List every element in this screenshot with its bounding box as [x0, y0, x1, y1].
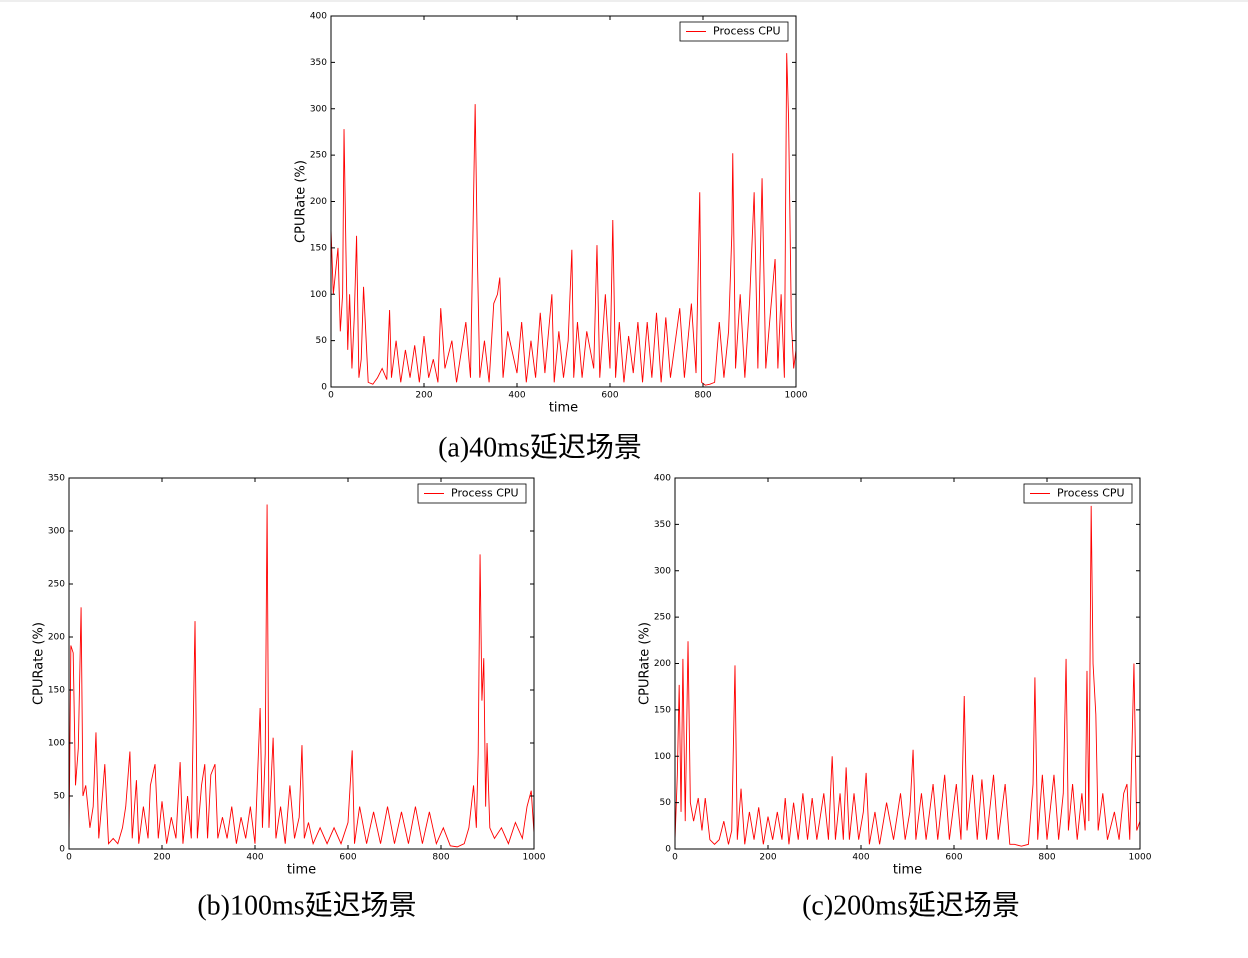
x-tick-label: 0	[66, 853, 72, 863]
legend-box	[417, 483, 527, 504]
legend-label: Process CPU	[451, 487, 519, 500]
y-tick-label: 200	[310, 197, 327, 207]
y-tick-label: 250	[310, 151, 327, 161]
x-tick-label: 1000	[1129, 853, 1152, 863]
x-axis-label: time	[287, 863, 316, 878]
plot-frame	[68, 477, 535, 850]
x-tick-label: 200	[153, 853, 170, 863]
x-tick-label: 200	[759, 853, 776, 863]
x-tick-label: 200	[415, 391, 432, 401]
y-tick-label: 400	[310, 12, 327, 22]
plot-frame	[330, 15, 797, 388]
x-tick-label: 400	[852, 853, 869, 863]
x-tick-label: 1000	[785, 391, 808, 401]
y-axis-label: CPURate (%)	[638, 622, 653, 705]
legend-label: Process CPU	[713, 25, 781, 38]
caption: (c)200ms延迟场景	[802, 889, 1020, 921]
y-axis-label: CPURate (%)	[294, 160, 309, 243]
y-tick-label: 0	[665, 845, 671, 855]
legend-label: Process CPU	[1057, 487, 1125, 500]
legend-box	[679, 21, 789, 42]
y-tick-label: 150	[310, 243, 327, 253]
plot-frame	[674, 477, 1141, 850]
x-axis-label: time	[549, 401, 578, 416]
x-tick-label: 600	[339, 853, 356, 863]
x-tick-label: 600	[601, 391, 618, 401]
y-tick-label: 150	[654, 705, 671, 715]
y-tick-label: 400	[654, 474, 671, 484]
y-tick-label: 350	[310, 58, 327, 68]
x-tick-label: 600	[945, 853, 962, 863]
chart: 0 200 400 600 800 1000 0 50 100 150 200 250 300 350 ti…	[32, 474, 546, 878]
x-tick-label: 800	[432, 853, 449, 863]
y-tick-label: 0	[59, 845, 65, 855]
x-tick-label: 1000	[523, 853, 546, 863]
y-tick-label: 50	[54, 792, 66, 802]
y-axis-label: CPURate (%)	[32, 622, 47, 705]
y-tick-label: 100	[48, 739, 65, 749]
y-tick-label: 300	[654, 566, 671, 576]
x-tick-label: 800	[694, 391, 711, 401]
y-tick-label: 300	[48, 527, 65, 537]
x-tick-label: 400	[508, 391, 525, 401]
chart: 0 200 400 600 800 1000 0 50 100 150 200 250 300 350 40…	[294, 12, 808, 416]
y-tick-label: 50	[660, 798, 672, 808]
y-tick-label: 300	[310, 104, 327, 114]
x-tick-label: 800	[1038, 853, 1055, 863]
chart: 0 200 400 600 800 1000 0 50 100 150 200 250 300 350 40…	[638, 474, 1152, 878]
y-tick-label: 150	[48, 686, 65, 696]
caption: (a)40ms延迟场景	[438, 431, 642, 463]
caption: (b)100ms延迟场景	[197, 889, 416, 921]
y-tick-label: 350	[48, 474, 65, 484]
data-line	[674, 505, 1141, 847]
y-tick-label: 250	[654, 613, 671, 623]
x-tick-label: 400	[246, 853, 263, 863]
y-tick-label: 100	[654, 752, 671, 762]
x-tick-label: 0	[328, 391, 334, 401]
x-tick-label: 0	[672, 853, 678, 863]
y-tick-label: 0	[321, 383, 327, 393]
y-tick-label: 200	[48, 633, 65, 643]
x-axis-label: time	[893, 863, 922, 878]
data-line	[68, 504, 535, 848]
legend-box	[1023, 483, 1133, 504]
y-tick-label: 350	[654, 520, 671, 530]
y-tick-label: 250	[48, 580, 65, 590]
y-tick-label: 100	[310, 290, 327, 300]
y-tick-label: 50	[316, 336, 328, 346]
y-tick-label: 200	[654, 659, 671, 669]
data-line	[330, 53, 797, 386]
